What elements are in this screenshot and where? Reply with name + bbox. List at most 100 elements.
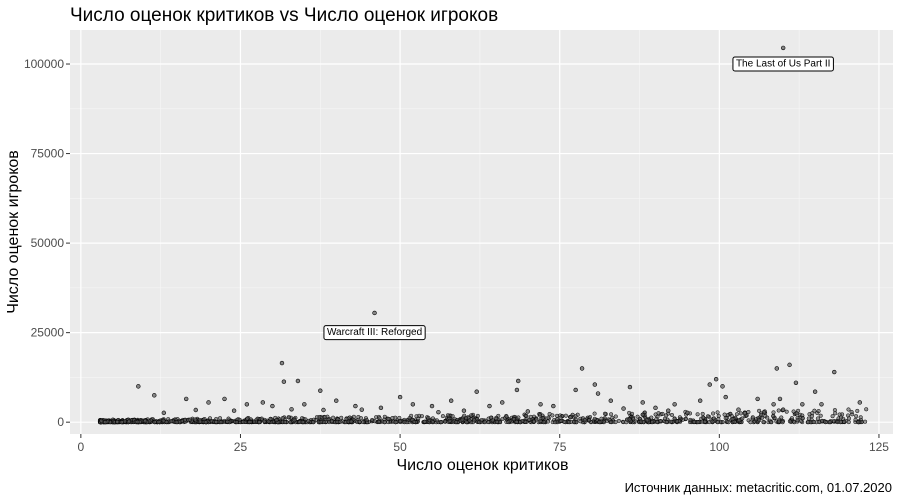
data-point: [627, 417, 632, 422]
data-point: [562, 419, 567, 424]
data-point: [723, 416, 728, 421]
data-point: [377, 416, 382, 421]
data-point: [777, 396, 783, 402]
data-point: [218, 420, 224, 425]
data-point: [292, 418, 297, 423]
data-point: [730, 417, 735, 422]
dense-points-cluster: [97, 407, 869, 425]
data-point: [859, 420, 864, 425]
data-point: [245, 416, 250, 421]
data-point: [784, 409, 789, 414]
data-point: [664, 413, 669, 418]
annotation-label: Warcraft III: Reforged: [323, 325, 426, 341]
data-point: [768, 420, 774, 425]
data-point: [757, 418, 762, 423]
data-point: [300, 420, 305, 425]
data-point: [711, 416, 717, 421]
data-point: [516, 415, 521, 420]
data-point: [816, 409, 821, 414]
data-point: [382, 420, 387, 425]
data-point: [672, 402, 677, 407]
data-point: [592, 382, 598, 387]
data-point: [685, 410, 690, 416]
x-tick-label: 75: [553, 440, 567, 454]
data-point: [777, 419, 782, 424]
data-point: [152, 420, 157, 425]
data-point: [705, 414, 711, 419]
annotation-text: The Last of Us Part II: [736, 59, 830, 70]
data-point: [711, 411, 716, 416]
data-point: [338, 419, 343, 424]
data-point: [811, 419, 816, 425]
data-point: [321, 407, 326, 413]
data-point: [846, 407, 851, 412]
data-point: [143, 419, 148, 424]
data-point: [274, 417, 279, 423]
data-point: [541, 420, 546, 425]
data-point: [794, 411, 799, 416]
data-point: [467, 418, 472, 423]
data-point: [469, 413, 474, 418]
grid-minor: [70, 30, 893, 434]
data-point: [789, 416, 794, 421]
x-axis-label: Число оценок критиков: [396, 457, 569, 474]
data-point: [426, 415, 431, 420]
data-point: [846, 420, 851, 425]
data-point: [855, 408, 860, 413]
data-point: [398, 419, 403, 424]
data-point: [627, 410, 632, 415]
data-point: [716, 413, 721, 419]
data-point: [579, 366, 585, 371]
data-point: [771, 402, 776, 407]
data-point: [161, 410, 167, 416]
y-tick-label: 0: [57, 415, 64, 429]
data-point: [715, 420, 720, 425]
data-point: [692, 419, 697, 425]
data-point: [806, 416, 811, 421]
data-point: [864, 407, 869, 412]
data-point: [525, 409, 530, 414]
data-point: [136, 384, 141, 389]
data-point: [832, 369, 837, 375]
data-point: [472, 418, 477, 423]
data-point: [349, 419, 354, 424]
data-point: [638, 419, 643, 424]
annotation-label: The Last of Us Part II: [732, 56, 834, 72]
data-point: [182, 417, 187, 423]
data-point: [311, 420, 316, 425]
x-tick-label: 0: [78, 440, 85, 454]
data-point: [658, 418, 663, 424]
data-point: [858, 415, 863, 420]
data-point: [795, 418, 800, 423]
data-point: [757, 408, 762, 413]
data-point: [359, 407, 364, 412]
data-point: [736, 407, 741, 412]
data-point: [506, 420, 511, 425]
data-point: [474, 389, 479, 394]
data-point: [827, 420, 833, 425]
annotation-text: Warcraft III: Reforged: [327, 327, 422, 338]
data-point: [438, 420, 443, 425]
data-point: [666, 408, 671, 413]
data-point: [621, 420, 626, 425]
y-tick-label: 75000: [31, 147, 65, 161]
data-point: [376, 419, 381, 425]
data-point: [434, 418, 439, 423]
data-point: [534, 417, 539, 422]
data-point: [314, 415, 319, 420]
data-point: [546, 415, 551, 420]
data-point: [103, 420, 108, 425]
data-point: [578, 419, 583, 424]
data-point: [344, 416, 349, 422]
data-point: [447, 418, 452, 423]
data-point: [244, 402, 250, 407]
data-point: [833, 411, 838, 416]
data-point: [372, 310, 377, 316]
data-point: [429, 403, 435, 409]
data-point: [653, 405, 658, 411]
data-point: [715, 410, 720, 415]
data-point: [302, 402, 307, 407]
data-point: [759, 412, 764, 417]
data-point: [720, 420, 725, 425]
